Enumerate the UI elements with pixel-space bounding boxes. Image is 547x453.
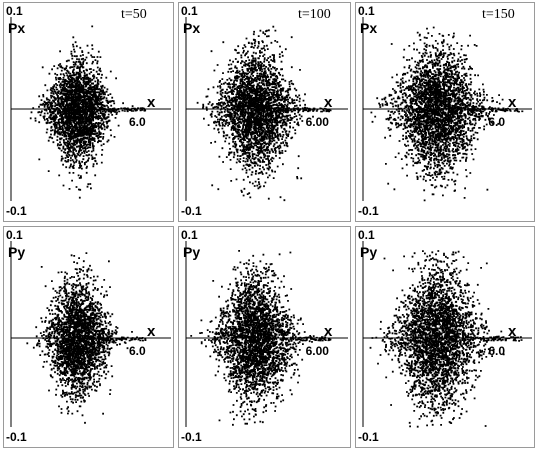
y-axis-label: Px [360, 20, 378, 36]
y-max-tick-label: 0.1 [181, 228, 198, 242]
panel-py-2: 0.1 Py -0.1 x 6.00 [178, 226, 351, 448]
panel-py-1: 0.1 Py -0.1 x 6.0 [3, 226, 174, 448]
y-axis-label: Px [183, 20, 201, 36]
y-max-tick-label: 0.1 [6, 4, 23, 18]
panel-px-1: 0.1 Px -0.1 x 6.0 t=50 [3, 2, 174, 222]
y-max-tick-label: 0.1 [358, 228, 375, 242]
time-label: t=100 [298, 7, 331, 22]
scatter-plot [10, 17, 171, 201]
x-axis-label: x [147, 94, 156, 111]
x-tick-label: 6.00 [305, 115, 329, 129]
scatter-points [196, 25, 332, 202]
y-axis-label: Py [8, 244, 26, 260]
y-axis-label: Py [183, 244, 201, 260]
y-axis-label: Py [360, 244, 378, 260]
y-min-tick-label: -0.1 [181, 430, 202, 444]
x-tick-label: 6.0 [488, 344, 505, 358]
time-label: t=150 [482, 7, 515, 22]
scatter-points [190, 250, 332, 426]
scatter-points [370, 26, 524, 202]
scatter-plot [10, 241, 171, 427]
y-max-tick-label: 0.1 [181, 4, 198, 18]
x-tick-label: 6.0 [129, 344, 146, 358]
y-axis-label: Px [8, 20, 26, 36]
x-tick-label: 6.0 [129, 115, 146, 129]
y-min-tick-label: -0.1 [358, 430, 379, 444]
x-axis-label: x [508, 94, 517, 111]
y-min-tick-label: -0.1 [181, 204, 202, 218]
x-tick-label: 6.0 [488, 115, 505, 129]
panel-px-3: 0.1 Px -0.1 x 6.0 t=150 [355, 2, 535, 222]
scatter-plot [185, 241, 348, 427]
y-min-tick-label: -0.1 [358, 204, 379, 218]
x-axis-label: x [508, 323, 517, 340]
y-min-tick-label: -0.1 [6, 204, 27, 218]
panel-py-3: 0.1 Py -0.1 x 6.0 [355, 226, 535, 448]
scatter-plot [185, 17, 348, 202]
scatter-points [369, 250, 523, 428]
y-min-tick-label: -0.1 [6, 430, 27, 444]
x-axis-label: x [147, 323, 156, 340]
x-axis-label: x [324, 323, 333, 340]
x-tick-label: 6.00 [305, 344, 329, 358]
panel-px-2: 0.1 Px -0.1 x 6.00 t=100 [178, 2, 351, 222]
y-max-tick-label: 0.1 [6, 228, 23, 242]
y-max-tick-label: 0.1 [358, 4, 375, 18]
scatter-points [26, 252, 147, 424]
scatter-plot [362, 17, 532, 202]
x-axis-label: x [324, 94, 333, 111]
scatter-points [29, 25, 147, 199]
scatter-plot [362, 241, 532, 428]
time-label: t=50 [121, 7, 147, 22]
